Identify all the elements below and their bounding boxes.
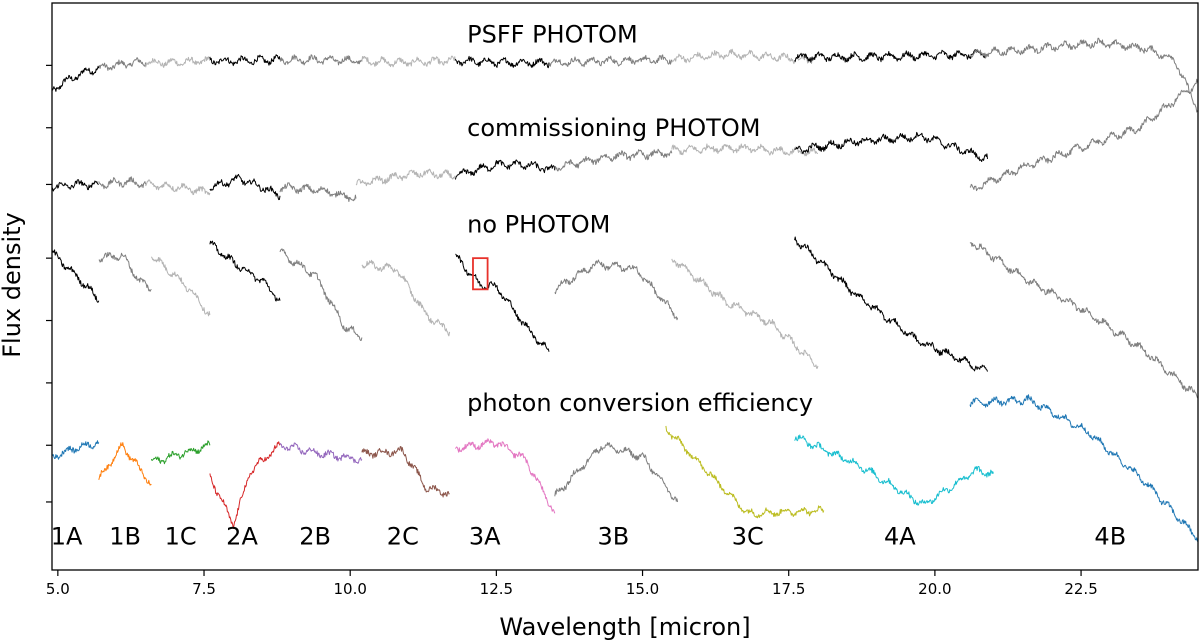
band-labels: 1A 1B 1C 2A 2B 2C 3A 3B 3C 4A 4B bbox=[51, 522, 1126, 550]
y-axis bbox=[46, 64, 52, 503]
series-line-2a bbox=[209, 441, 281, 529]
series-line-3b bbox=[554, 442, 679, 503]
series-no-photom bbox=[51, 236, 1199, 399]
band-label: 4A bbox=[884, 522, 916, 550]
series-line-2a bbox=[209, 240, 281, 302]
annotation-label: PSFF PHOTOM bbox=[467, 21, 638, 49]
x-tick-label: 10.0 bbox=[333, 580, 366, 598]
series-line-1a bbox=[51, 179, 99, 192]
band-label: 3A bbox=[469, 522, 501, 550]
series-line-4a bbox=[794, 434, 994, 506]
series-line-3c bbox=[665, 425, 825, 519]
series-line-3b bbox=[548, 54, 673, 68]
series-line-2a bbox=[209, 54, 281, 67]
series-line-3c bbox=[671, 143, 819, 157]
series-line-3a bbox=[454, 159, 556, 180]
series-line-2c bbox=[361, 259, 451, 337]
series-line-3a bbox=[454, 55, 550, 69]
series-line-1a bbox=[51, 440, 100, 460]
annotation-label: commissioning PHOTOM bbox=[467, 114, 760, 142]
series-line-1c bbox=[145, 56, 211, 68]
series-line-3a bbox=[455, 253, 550, 352]
series-psff-photom bbox=[51, 37, 1199, 113]
series-line-3b bbox=[554, 259, 679, 321]
series-line-4b bbox=[969, 242, 1199, 399]
band-label: 3C bbox=[732, 522, 764, 550]
series-line-2c bbox=[361, 55, 456, 68]
band-label: 1C bbox=[165, 522, 197, 550]
x-tick-label: 20.0 bbox=[918, 580, 951, 598]
series-line-1c bbox=[150, 256, 211, 317]
series-line-3b bbox=[554, 148, 673, 172]
series-line-2b bbox=[279, 248, 363, 341]
series-line-1c bbox=[150, 440, 211, 465]
series-line-2b bbox=[279, 54, 363, 66]
x-tick-label: 12.5 bbox=[480, 580, 513, 598]
annotation-label: photon conversion efficiency bbox=[467, 389, 813, 417]
series-line-1b bbox=[98, 176, 147, 190]
series-line-4a bbox=[794, 49, 988, 63]
series-line-2b bbox=[279, 182, 357, 202]
series-line-4b bbox=[969, 78, 1199, 192]
x-tick-label: 17.5 bbox=[772, 580, 805, 598]
series-commissioning-photom bbox=[51, 78, 1199, 202]
band-label: 2A bbox=[226, 522, 258, 550]
band-label: 2B bbox=[299, 522, 331, 550]
series-photon-conversion-efficiency bbox=[51, 394, 1199, 542]
series-line-1b bbox=[98, 251, 152, 292]
band-label: 3B bbox=[597, 522, 629, 550]
series-line-3c bbox=[671, 48, 813, 65]
annotations: PSFF PHOTOM commissioning PHOTOM no PHOTOM… bbox=[467, 21, 813, 418]
series-line-1b bbox=[98, 57, 147, 71]
series-line-1b bbox=[98, 442, 152, 486]
annotation-label: no PHOTOM bbox=[467, 211, 610, 239]
x-tick-label: 22.5 bbox=[1064, 580, 1097, 598]
x-tick-label: 5.0 bbox=[46, 580, 70, 598]
series-line-4a bbox=[794, 236, 988, 372]
band-label: 2C bbox=[387, 522, 419, 550]
x-axis-title: Wavelength [micron] bbox=[499, 613, 750, 641]
x-tick-label: 15.0 bbox=[626, 580, 659, 598]
band-label: 1A bbox=[51, 522, 83, 550]
y-axis-title: Flux density bbox=[0, 212, 26, 358]
series-line-3c bbox=[671, 258, 819, 369]
highlight-box bbox=[472, 257, 489, 291]
band-label: 1B bbox=[109, 522, 141, 550]
series-line-4a bbox=[794, 131, 988, 162]
plot-frame bbox=[51, 2, 1199, 571]
x-tick-label: 7.5 bbox=[192, 580, 216, 598]
x-axis: 5.0 7.5 10.0 12.5 15.0 17.5 20.0 22.5 bbox=[46, 570, 1098, 598]
series-line-4b bbox=[969, 394, 1199, 542]
series-layer bbox=[51, 37, 1199, 542]
plot-area: 1A 1B 1C 2A 2B 2C 3A 3B 3C 4A 4B PSFF PHOTOM commis… bbox=[51, 21, 1199, 550]
series-line-2a bbox=[209, 173, 281, 201]
band-label: 4B bbox=[1094, 522, 1126, 550]
series-line-1c bbox=[145, 179, 211, 196]
series-line-2b bbox=[279, 442, 363, 464]
series-line-2c bbox=[355, 168, 456, 187]
series-line-1a bbox=[51, 65, 100, 92]
series-line-1a bbox=[51, 249, 100, 303]
series-line-2c bbox=[361, 446, 450, 498]
series-line-4b bbox=[969, 37, 1199, 113]
series-line-3a bbox=[454, 438, 556, 514]
